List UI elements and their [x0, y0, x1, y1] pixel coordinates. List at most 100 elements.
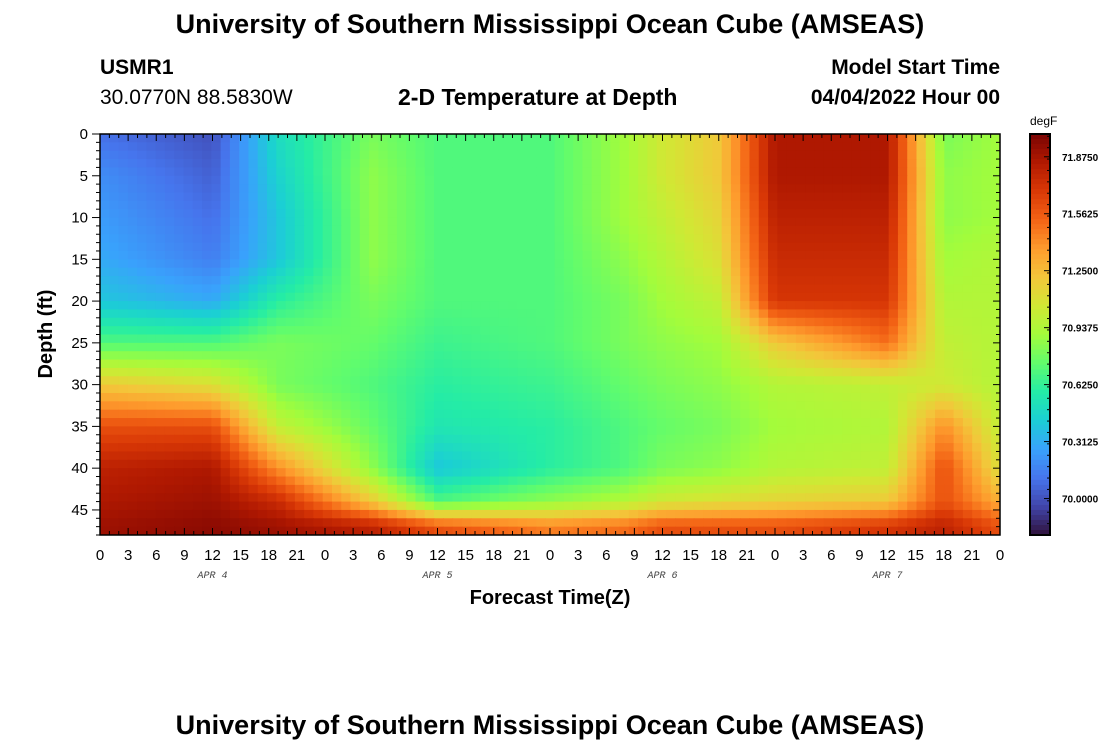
heatmap-cell	[897, 284, 908, 294]
heatmap-cell	[675, 292, 686, 302]
heatmap-cell	[229, 309, 240, 319]
heatmap-cell	[285, 392, 296, 402]
heatmap-cell	[331, 284, 342, 294]
heatmap-cell	[842, 526, 853, 535]
heatmap-cell	[897, 134, 908, 143]
heatmap-cell	[174, 292, 185, 302]
heatmap-cell	[897, 409, 908, 419]
heatmap-cell	[359, 526, 370, 535]
heatmap-cell	[554, 242, 565, 252]
heatmap-cell	[981, 175, 992, 185]
heatmap-cell	[434, 359, 444, 369]
heatmap-cell	[675, 459, 686, 469]
heatmap-cell	[721, 418, 732, 427]
x-tick-label: 12	[654, 547, 671, 564]
heatmap-cell	[322, 242, 333, 252]
heatmap-cell	[313, 184, 324, 194]
heatmap-cell	[619, 292, 630, 302]
heatmap-cell	[777, 359, 788, 369]
heatmap-cell	[489, 334, 500, 344]
heatmap-cell	[155, 184, 166, 194]
heatmap-cell	[981, 384, 992, 394]
heatmap-cell	[693, 476, 704, 486]
heatmap-cell	[879, 292, 890, 302]
heatmap-cell	[359, 225, 370, 235]
heatmap-cell	[888, 134, 899, 143]
heatmap-cell	[285, 451, 296, 461]
heatmap-cell	[953, 459, 964, 469]
heatmap-cell	[591, 342, 602, 352]
heatmap-cell	[443, 351, 454, 361]
heatmap-cell	[563, 267, 574, 277]
heatmap-cell	[573, 184, 584, 194]
heatmap-cell	[192, 476, 203, 486]
heatmap-cell	[897, 301, 908, 311]
heatmap-cell	[610, 159, 621, 169]
heatmap-cell	[155, 518, 166, 528]
heatmap-cell	[369, 234, 379, 244]
heatmap-cell	[777, 484, 788, 494]
heatmap-cell	[786, 468, 797, 478]
heatmap-cell	[508, 175, 519, 185]
heatmap-cell	[656, 326, 667, 336]
heatmap-cell	[387, 459, 398, 469]
heatmap-cell	[758, 242, 769, 252]
heatmap-cell	[471, 384, 482, 394]
heatmap-cell	[563, 493, 574, 503]
heatmap-cell	[331, 292, 342, 302]
heatmap-cell	[267, 392, 277, 402]
heatmap-cell	[870, 167, 880, 177]
heatmap-cell	[647, 476, 658, 486]
heatmap-cell	[239, 175, 250, 185]
heatmap-cell	[498, 426, 509, 436]
heatmap-cell	[489, 409, 500, 419]
heatmap-cell	[248, 401, 259, 411]
heatmap-cell	[647, 284, 658, 294]
heatmap-cell	[239, 200, 250, 210]
heatmap-cell	[962, 434, 973, 444]
heatmap-cell	[916, 200, 927, 210]
heatmap-cell	[805, 259, 816, 269]
heatmap-cell	[452, 259, 463, 269]
heatmap-cell	[888, 250, 899, 260]
heatmap-cell	[480, 493, 491, 503]
heatmap-cell	[953, 200, 964, 210]
heatmap-cell	[990, 351, 1000, 361]
heatmap-cell	[396, 526, 407, 535]
heatmap-cell	[990, 250, 1000, 260]
heatmap-cell	[461, 200, 472, 210]
heatmap-cell	[805, 200, 816, 210]
heatmap-cell	[387, 359, 398, 369]
heatmap-cell	[823, 250, 834, 260]
heatmap-cell	[962, 484, 973, 494]
heatmap-cell	[406, 159, 417, 169]
heatmap-cell	[860, 309, 871, 319]
heatmap-cell	[415, 384, 426, 394]
heatmap-cell	[851, 250, 862, 260]
heatmap-cell	[137, 518, 147, 528]
heatmap-cell	[248, 184, 259, 194]
heatmap-cell	[294, 493, 305, 503]
heatmap-cell	[563, 334, 574, 344]
heatmap-cell	[229, 342, 240, 352]
heatmap-cell	[740, 351, 751, 361]
heatmap-cell	[313, 484, 324, 494]
heatmap-cell	[100, 401, 110, 411]
heatmap-cell	[294, 301, 305, 311]
heatmap-cell	[443, 418, 454, 427]
heatmap-cell	[721, 359, 732, 369]
heatmap-cell	[461, 309, 472, 319]
heatmap-cell	[832, 209, 843, 219]
heatmap-cell	[285, 134, 296, 143]
heatmap-cell	[962, 292, 973, 302]
heatmap-cell	[480, 225, 491, 235]
heatmap-cell	[628, 326, 639, 336]
heatmap-cell	[897, 292, 908, 302]
heatmap-cell	[406, 309, 417, 319]
heatmap-cell	[526, 418, 537, 427]
heatmap-cell	[935, 267, 945, 277]
heatmap-cell	[471, 167, 482, 177]
heatmap-cell	[545, 159, 556, 169]
heatmap-cell	[192, 351, 203, 361]
heatmap-cell	[517, 451, 528, 461]
